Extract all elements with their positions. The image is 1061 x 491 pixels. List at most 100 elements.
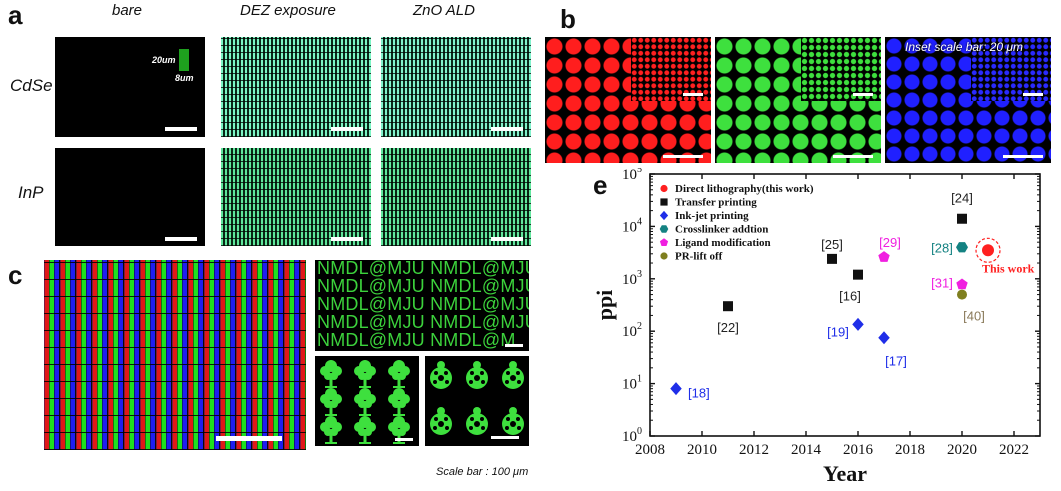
data-label: [16]	[839, 289, 861, 304]
scale-bar	[216, 436, 282, 441]
panel-b-label: b	[560, 4, 576, 34]
tree-pattern-image	[315, 356, 419, 446]
legend-label: Ink-jet printing	[675, 210, 749, 222]
highlight-ring	[975, 237, 1001, 263]
scale-bar	[491, 237, 523, 241]
data-point	[670, 382, 682, 396]
legend-marker	[660, 184, 668, 193]
data-label: [28]	[931, 240, 953, 255]
x-axis-label: Year	[823, 461, 867, 486]
data-point	[723, 301, 733, 312]
scale-bar	[331, 237, 363, 241]
panel-a-label: a	[8, 0, 23, 30]
data-label: [29]	[879, 235, 901, 250]
scale-bar	[505, 344, 523, 347]
col-header-bare: bare	[112, 2, 143, 19]
x-tick-label: 2016	[843, 442, 874, 458]
data-label: [24]	[951, 191, 973, 206]
dimension-marker	[179, 49, 189, 71]
col-header-zno: ZnO ALD	[413, 2, 475, 19]
data-point	[827, 253, 837, 264]
scale-note: Scale bar : 100 μm	[436, 466, 529, 478]
legend-marker	[659, 225, 669, 233]
data-point	[957, 213, 967, 224]
panel-c-label: c	[8, 260, 23, 290]
panel-e-label: e	[593, 170, 608, 200]
data-label: [17]	[885, 354, 907, 369]
data-point	[852, 317, 864, 331]
text-pattern-image: NMDL@MJU NMDL@MJU N NMDL@MJU NMDL@MJU N …	[315, 260, 529, 351]
inset-note: Inset scale bar: 20 μm	[905, 40, 1023, 54]
scale-bar	[165, 237, 197, 241]
y-tick-label: 102	[622, 321, 642, 340]
scale-bar	[491, 436, 519, 439]
scale-bar	[491, 127, 523, 131]
dim-width-label: 20um	[152, 55, 176, 65]
data-label: [40]	[963, 309, 985, 324]
bare-cdse-image: 20um 8um	[55, 37, 205, 137]
row-label-cdse: CdSe	[10, 76, 53, 95]
x-tick-label: 2022	[999, 442, 1029, 458]
scale-bar	[1003, 155, 1043, 158]
bare-inp-image	[55, 148, 205, 246]
scale-bar	[663, 155, 703, 158]
legend-label: PR-lift off	[675, 251, 723, 263]
zno-cdse-image	[381, 37, 531, 137]
x-tick-label: 2012	[739, 442, 769, 458]
data-point	[878, 251, 890, 262]
legend-marker	[660, 198, 668, 206]
legend-marker	[659, 238, 669, 246]
scale-bar	[833, 155, 873, 158]
x-tick-label: 2018	[895, 442, 925, 458]
turtle-pattern-image	[425, 356, 529, 446]
data-label: [25]	[821, 237, 843, 252]
data-point	[956, 278, 968, 290]
rgb-stripe-image	[44, 260, 306, 450]
data-point	[853, 269, 863, 280]
data-point	[957, 289, 967, 300]
green-dots-image	[715, 37, 881, 163]
zno-inp-image	[381, 148, 531, 246]
x-tick-label: 2010	[687, 442, 717, 458]
plot-frame	[649, 173, 1041, 437]
x-tick-label: 2008	[635, 442, 665, 458]
dez-cdse-image	[221, 37, 371, 137]
red-dots-image	[545, 37, 711, 163]
data-point	[956, 242, 968, 253]
inset-image	[631, 37, 711, 101]
row-label-inp: InP	[18, 183, 44, 202]
dez-inp-image	[221, 148, 371, 246]
y-tick-label: 104	[622, 216, 642, 235]
data-label: [31]	[931, 275, 953, 290]
legend-label: Direct lithography(this work)	[675, 183, 814, 195]
blue-dots-image: Inset scale bar: 20 μm	[885, 37, 1051, 163]
y-tick-label: 103	[622, 269, 642, 288]
scale-bar	[331, 127, 363, 131]
scale-bar	[395, 438, 413, 441]
dim-height-label: 8um	[175, 73, 194, 83]
data-label: This work	[982, 261, 1035, 275]
text-row: NMDL@MJU NMDL@MJU N	[317, 260, 529, 278]
scale-bar	[165, 127, 197, 131]
col-header-dez: DEZ exposure	[240, 2, 336, 19]
y-axis-label: ppi	[592, 290, 617, 321]
y-tick-label: 105	[622, 168, 642, 183]
data-point	[982, 244, 994, 257]
legend-label: Crosslinker addtion	[675, 224, 768, 236]
inset-image	[801, 37, 881, 101]
legend-label: Transfer printing	[675, 197, 757, 209]
text-row: NMDL@MJU NMDL@MJU N	[317, 294, 529, 314]
data-label: [19]	[827, 324, 849, 339]
legend-label: Ligand modification	[675, 237, 771, 249]
legend-marker	[660, 252, 668, 260]
data-label: [22]	[717, 320, 739, 335]
data-label: [18]	[688, 386, 710, 401]
text-row: NMDL@MJU NMDL@M	[317, 330, 516, 350]
text-row: NMDL@MJU NMDL@MJU N	[317, 276, 529, 296]
ppi-vs-year-chart: Direct lithography(this work) Transfer pr…	[592, 168, 1041, 486]
x-tick-label: 2020	[947, 442, 977, 458]
data-point	[878, 331, 890, 345]
inset-image	[971, 37, 1051, 101]
y-tick-label: 101	[622, 374, 642, 393]
text-row: NMDL@MJU NMDL@MJU N	[317, 312, 529, 332]
